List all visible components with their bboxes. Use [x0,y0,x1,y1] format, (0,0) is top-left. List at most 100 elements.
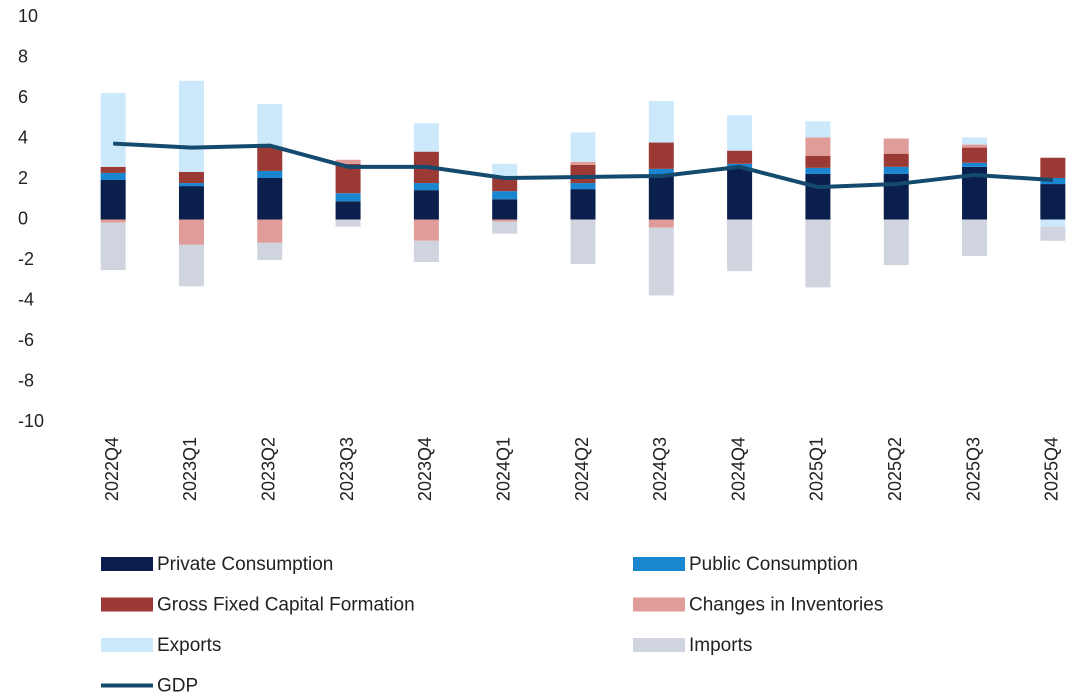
bar-segment [257,177,283,220]
bar-segment [570,189,596,220]
bar-segment [805,219,831,288]
legend-swatch [101,557,153,571]
legend-label: Exports [157,635,221,656]
bar-segment [1040,226,1066,241]
legend-swatch [633,597,685,612]
bar-segment [178,244,204,287]
bar-segment [883,153,909,167]
bar-segment [648,168,674,175]
y-tick-label: -4 [18,289,34,309]
x-tick-label: 2024Q4 [728,437,748,501]
bar-segment [335,219,361,227]
x-tick-label: 2024Q3 [650,437,670,501]
legend-swatch [101,597,153,612]
bar-segment [805,173,831,220]
bar-segment [648,142,674,169]
bar-segment [570,132,596,162]
bar-segment [178,219,204,245]
y-tick-label: -2 [18,249,34,269]
y-tick-label: 6 [18,87,28,107]
legend-label: Changes in Inventories [689,595,883,616]
bar-segment [492,199,518,220]
bar-segment [805,155,831,168]
bar-segment [492,221,518,234]
bar-segment [962,137,988,145]
y-tick-label: 4 [18,127,28,147]
bar-segment [413,183,439,191]
y-tick-label: 10 [18,6,38,26]
bar-segment [962,147,988,163]
x-tick-label: 2023Q3 [337,437,357,501]
bar-segment [100,180,126,220]
bar-segment [413,123,439,152]
legend-swatch [633,557,685,571]
bar-segment [335,159,361,164]
bar-segment [648,227,674,296]
x-tick-label: 2023Q4 [415,437,435,501]
bar-segment [805,121,831,138]
legend-swatch [633,638,685,652]
bar-segment [727,150,753,164]
bar-segment [805,167,831,174]
bar-segment [727,115,753,151]
bar-segment [727,167,753,220]
bar-segment [962,219,988,256]
x-tick-label: 2025Q1 [807,437,827,501]
bar-segment [727,219,753,272]
bar-segment [1040,157,1066,178]
bar-segment [883,219,909,266]
bar-segment [257,146,283,171]
bar-segment [492,219,518,222]
bar-segment [805,137,831,156]
bar-segment [413,240,439,263]
x-tick-label: 2024Q2 [572,437,592,501]
bar-segment [257,242,283,260]
bar-segment [413,190,439,220]
bar-segment [178,171,204,184]
legend-label: Imports [689,635,752,656]
y-tick-label: 0 [18,208,28,228]
gdp-line [113,141,1053,190]
legend-label: Public Consumption [689,554,858,575]
bar-segment [178,186,204,220]
y-tick-label: 8 [18,46,28,66]
bar-segment [413,219,439,241]
x-tick-label: 2023Q1 [180,437,200,501]
bar-segment [257,219,283,243]
y-tick-label: -8 [18,370,34,390]
x-tick-label: 2024Q1 [493,437,513,501]
legend-label: Private Consumption [157,554,333,575]
bar-segment [962,144,988,148]
x-tick-label: 2025Q3 [963,437,983,501]
bar-segment [883,166,909,174]
bar-segment [883,138,909,154]
bar-segment [570,183,596,190]
x-tick-label: 2025Q2 [885,437,905,501]
bar-segment [335,193,361,202]
bar-segment [100,92,126,167]
bar-segment [648,174,674,220]
bar-segment [100,166,126,173]
bar-segment [178,80,204,172]
bar-segment [962,162,988,167]
bar-segment [570,161,596,165]
bar-segment [492,177,518,192]
x-tick-label: 2025Q4 [1042,437,1062,501]
legend-label: GDP [157,676,198,697]
bar-segment [335,201,361,220]
bar-segment [492,163,518,178]
bar-segment [178,183,204,187]
legend-label: Gross Fixed Capital Formation [157,595,415,616]
bar-segment [648,101,674,143]
bar-segment [570,219,596,265]
bar-segment [570,164,596,184]
bar-segment [883,173,909,220]
x-tick-label: 2022Q4 [102,437,122,501]
bar-segment [492,191,518,200]
bar-segment [257,104,283,147]
bar-segment [257,170,283,178]
bar-segment [1040,184,1066,220]
y-tick-label: -6 [18,330,34,350]
bar-segment [1040,219,1066,227]
